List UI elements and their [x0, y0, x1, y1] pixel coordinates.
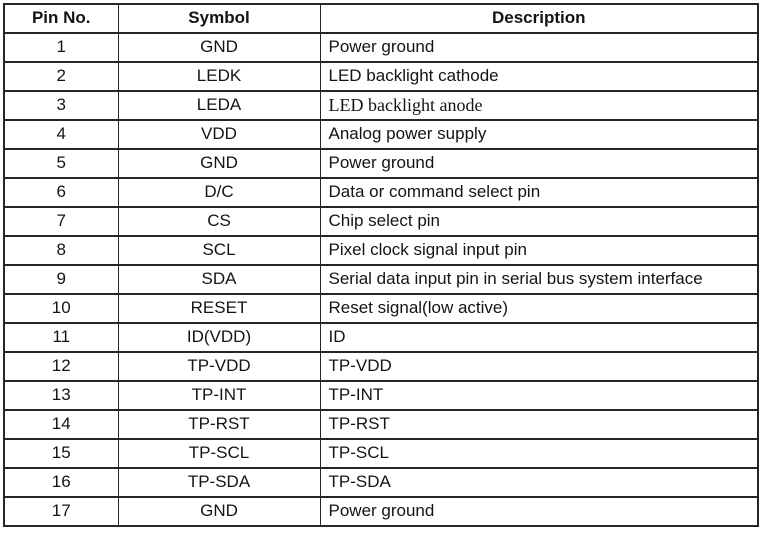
table-row: 9 SDA Serial data input pin in serial bus …: [3, 264, 759, 295]
table-row: 3 LEDA LED backlight anode: [3, 90, 759, 121]
pin-number-cell: 11: [3, 322, 119, 353]
symbol-cell: VDD: [117, 119, 321, 150]
header-pin-no: Pin No.: [3, 3, 119, 34]
header-description: Description: [319, 3, 759, 34]
description-cell: Power ground: [319, 32, 759, 63]
description-cell: LED backlight anode: [319, 90, 759, 121]
table-row: 13 TP-INT TP-INT: [3, 380, 759, 411]
symbol-cell: GND: [117, 148, 321, 179]
symbol-cell: CS: [117, 206, 321, 237]
table-row: 14 TP-RST TP-RST: [3, 409, 759, 440]
pin-number-cell: 10: [3, 293, 119, 324]
symbol-cell: TP-INT: [117, 380, 321, 411]
table-row: 16 TP-SDA TP-SDA: [3, 467, 759, 498]
description-cell: Data or command select pin: [319, 177, 759, 208]
description-cell: LED backlight cathode: [319, 61, 759, 92]
table-row: 2 LEDK LED backlight cathode: [3, 61, 759, 92]
symbol-cell: TP-RST: [117, 409, 321, 440]
symbol-cell: LEDK: [117, 61, 321, 92]
table-row: 10 RESET Reset signal(low active): [3, 293, 759, 324]
description-cell: Power ground: [319, 496, 759, 527]
table-row: 8 SCL Pixel clock signal input pin: [3, 235, 759, 266]
pin-table-body: 1 GND Power ground 2 LEDK LED backlight catho…: [3, 32, 759, 527]
header-symbol: Symbol: [117, 3, 321, 34]
description-cell: TP-RST: [319, 409, 759, 440]
description-cell: Chip select pin: [319, 206, 759, 237]
description-cell: Pixel clock signal input pin: [319, 235, 759, 266]
table-row: 11 ID(VDD) ID: [3, 322, 759, 353]
pin-number-cell: 12: [3, 351, 119, 382]
pin-number-cell: 16: [3, 467, 119, 498]
pin-number-cell: 13: [3, 380, 119, 411]
description-cell: Reset signal(low active): [319, 293, 759, 324]
pin-number-cell: 4: [3, 119, 119, 150]
description-cell: TP-SDA: [319, 467, 759, 498]
description-cell: TP-INT: [319, 380, 759, 411]
pin-number-cell: 1: [3, 32, 119, 63]
symbol-cell: LEDA: [117, 90, 321, 121]
symbol-cell: SDA: [117, 264, 321, 295]
symbol-cell: TP-SDA: [117, 467, 321, 498]
description-cell: TP-SCL: [319, 438, 759, 469]
pin-number-cell: 3: [3, 90, 119, 121]
table-row: 15 TP-SCL TP-SCL: [3, 438, 759, 469]
table-row: 6 D/C Data or command select pin: [3, 177, 759, 208]
pin-number-cell: 9: [3, 264, 119, 295]
description-cell: Analog power supply: [319, 119, 759, 150]
symbol-cell: RESET: [117, 293, 321, 324]
symbol-cell: TP-VDD: [117, 351, 321, 382]
pin-number-cell: 7: [3, 206, 119, 237]
symbol-cell: GND: [117, 32, 321, 63]
symbol-cell: D/C: [117, 177, 321, 208]
symbol-cell: GND: [117, 496, 321, 527]
pin-number-cell: 15: [3, 438, 119, 469]
symbol-cell: TP-SCL: [117, 438, 321, 469]
table-row: 1 GND Power ground: [3, 32, 759, 63]
table-row: 12 TP-VDD TP-VDD: [3, 351, 759, 382]
table-header: Pin No. Symbol Description: [3, 3, 759, 34]
pin-number-cell: 5: [3, 148, 119, 179]
description-cell: TP-VDD: [319, 351, 759, 382]
header-row: Pin No. Symbol Description: [3, 3, 759, 34]
pin-number-cell: 17: [3, 496, 119, 527]
pin-number-cell: 14: [3, 409, 119, 440]
pin-number-cell: 2: [3, 61, 119, 92]
description-cell: Power ground: [319, 148, 759, 179]
description-cell: ID: [319, 322, 759, 353]
symbol-cell: SCL: [117, 235, 321, 266]
pin-description-table: Pin No. Symbol Description 1 GND Power gro…: [3, 3, 759, 527]
table-row: 17 GND Power ground: [3, 496, 759, 527]
table-row: 7 CS Chip select pin: [3, 206, 759, 237]
description-cell: Serial data input pin in serial bus syst…: [319, 264, 759, 295]
pin-number-cell: 8: [3, 235, 119, 266]
table-row: 5 GND Power ground: [3, 148, 759, 179]
symbol-cell: ID(VDD): [117, 322, 321, 353]
pin-number-cell: 6: [3, 177, 119, 208]
table-row: 4 VDD Analog power supply: [3, 119, 759, 150]
